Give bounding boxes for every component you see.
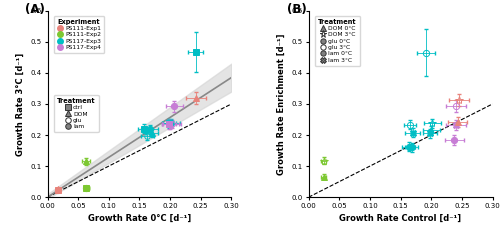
- Y-axis label: Growth Rate Enrichment [d⁻¹]: Growth Rate Enrichment [d⁻¹]: [278, 33, 286, 175]
- X-axis label: Growth Rate Control [d⁻¹]: Growth Rate Control [d⁻¹]: [340, 214, 462, 223]
- X-axis label: Growth Rate 0°C [d⁻¹]: Growth Rate 0°C [d⁻¹]: [88, 214, 191, 223]
- Legend: DOM 0°C, DOM 3°C, glu 0°C, glu 3°C, lam 0°C, lam 3°C: DOM 0°C, DOM 3°C, glu 0°C, glu 3°C, lam …: [316, 16, 360, 66]
- Y-axis label: Growth Rate 3°C [d⁻¹]: Growth Rate 3°C [d⁻¹]: [16, 52, 25, 156]
- Text: (B): (B): [286, 3, 306, 16]
- Text: (A): (A): [26, 3, 46, 16]
- Legend: ctrl, DOM, glu, lam: ctrl, DOM, glu, lam: [54, 95, 98, 132]
